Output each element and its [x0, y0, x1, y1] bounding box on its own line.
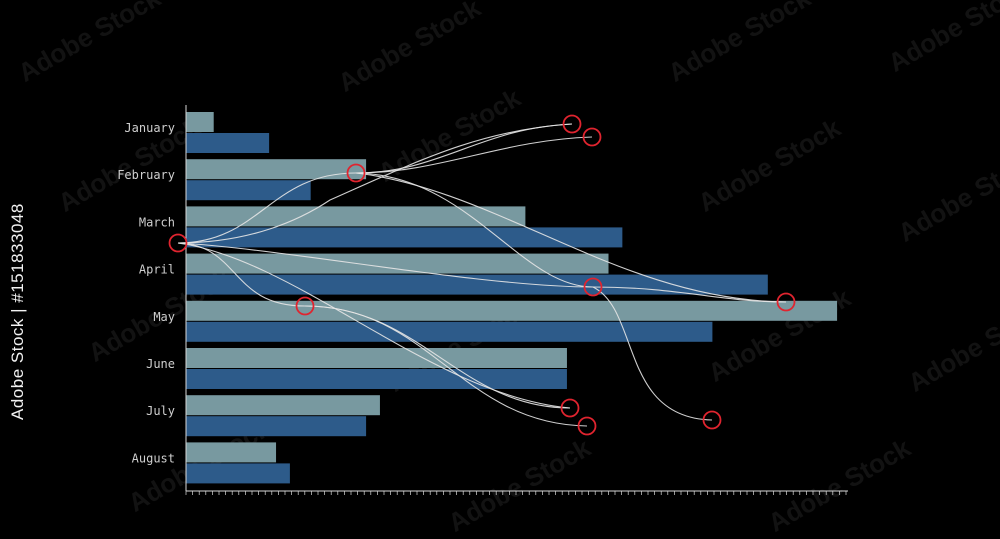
connector-curve	[304, 305, 588, 427]
connector-curve	[355, 172, 594, 288]
connector-node	[582, 127, 602, 147]
connector-node	[577, 416, 597, 436]
bar-august-series-1	[186, 442, 277, 463]
bar-august-series-2	[186, 463, 290, 484]
bar-july-series-2	[186, 416, 367, 437]
bar-june-series-2	[186, 369, 567, 389]
bar-march-series-2	[186, 227, 623, 248]
bar-march-series-1	[186, 206, 526, 227]
connector-curve	[355, 172, 787, 303]
bar-february-series-2	[186, 180, 311, 201]
bar-chart: January February March April May June July Augu…	[117, 105, 848, 495]
category-labels-group: January February March April May June July Augu…	[117, 121, 175, 465]
connector-curve	[355, 123, 573, 174]
category-label-july: July	[146, 404, 175, 418]
connector-node	[562, 114, 582, 134]
category-label-august: August	[132, 451, 175, 465]
bar-january-series-1	[186, 112, 214, 132]
bar-april-series-1	[186, 253, 609, 274]
bar-july-series-1	[186, 395, 380, 416]
bar-april-series-2	[186, 274, 768, 295]
bar-february-series-1	[186, 159, 367, 180]
category-label-may: May	[153, 310, 175, 324]
bar-january-series-2	[186, 133, 270, 153]
connector-curve	[177, 172, 357, 244]
bar-june-series-1	[186, 348, 567, 368]
connector-curve	[355, 136, 593, 174]
bars-group	[186, 112, 838, 484]
connector-curve	[177, 123, 573, 244]
category-label-february: February	[117, 168, 175, 182]
connector-node	[295, 296, 315, 316]
connector-node	[776, 292, 796, 312]
connector-curve	[177, 242, 787, 303]
stock-id-label: Adobe Stock | #151833048	[8, 203, 27, 420]
category-label-january: January	[124, 121, 175, 135]
category-label-march: March	[139, 215, 175, 229]
category-label-april: April	[139, 263, 175, 277]
bar-may-series-2	[186, 321, 713, 342]
connector-curve	[592, 286, 713, 421]
connector-node	[702, 410, 722, 430]
axes-group	[185, 105, 848, 495]
connector-node	[560, 398, 580, 418]
connector-curve	[177, 242, 571, 409]
connector-node	[346, 163, 366, 183]
category-label-june: June	[146, 357, 175, 371]
connector-node	[583, 277, 603, 297]
connector-curve	[177, 242, 306, 307]
connector-node	[168, 233, 188, 253]
connector-overlay-group	[168, 114, 796, 436]
